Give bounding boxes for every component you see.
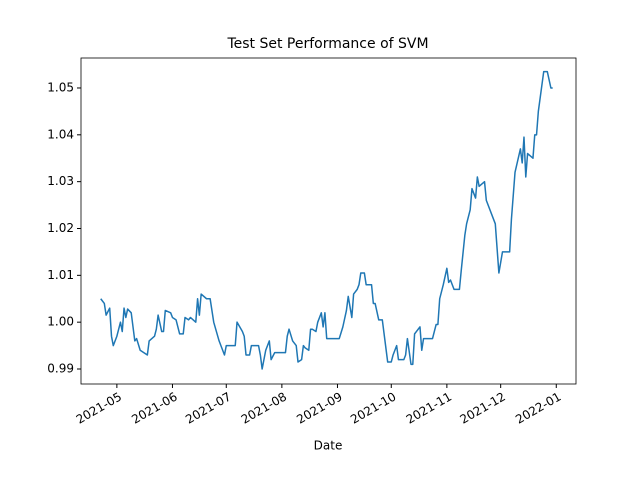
plot-frame (80, 57, 577, 385)
y-tick-label: 1.05 (47, 80, 74, 94)
y-tick-label: 1.02 (47, 221, 74, 235)
x-axis-label: Date (314, 439, 343, 453)
chart-title: Test Set Performance of SVM (226, 36, 428, 52)
y-tick-label: 1.01 (47, 268, 74, 282)
data-line (100, 70, 553, 370)
y-tick-label: 1.00 (47, 315, 74, 329)
y-tick-label: 0.99 (47, 362, 74, 376)
y-tick-label: 1.04 (47, 127, 74, 141)
y-tick-label: 1.03 (47, 174, 74, 188)
